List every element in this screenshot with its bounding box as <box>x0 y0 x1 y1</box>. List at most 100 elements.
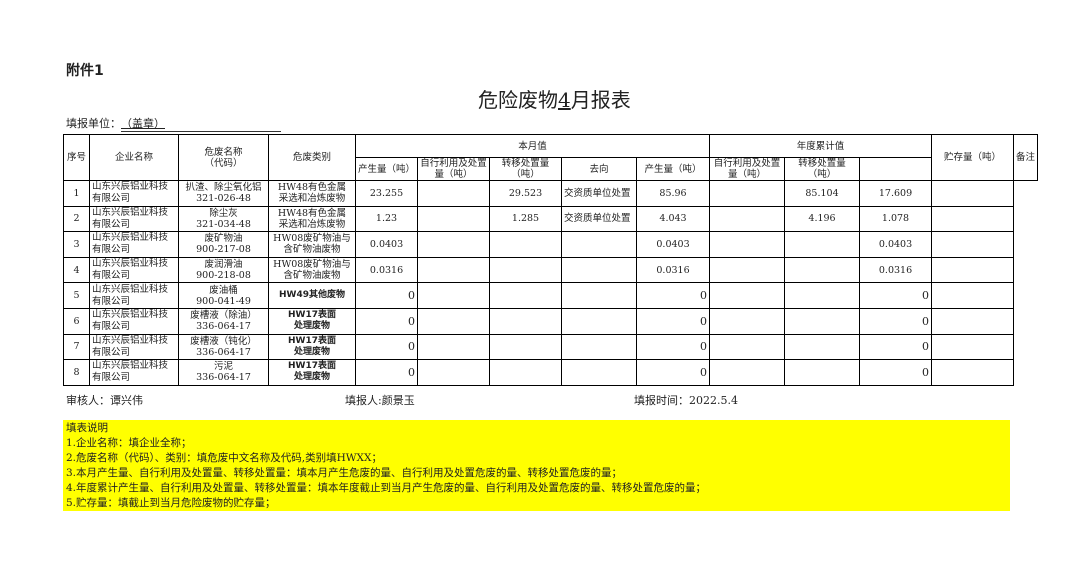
cell-month-transfer <box>489 333 563 361</box>
cell-destination: 交资质单位处置 <box>561 205 638 233</box>
waste-name: 废矿物油 <box>204 233 243 245</box>
category-line2: 含矿物油废物 <box>283 270 341 282</box>
table-row: 2 山东兴辰铝业科技有限公司 除尘灰 321-034-48 HW48有色金属 采选和冶炼废… <box>63 205 1038 233</box>
cell-remark <box>931 205 1015 233</box>
category-line1: HW48有色金属 <box>277 207 347 219</box>
table-row: 1 山东兴辰铝业科技有限公司 扒渣、除尘氧化铝 321-026-48 HW48有色金属采… <box>63 180 1038 207</box>
cell-destination <box>561 231 638 258</box>
cell-year-self-use <box>709 282 786 309</box>
table-row: 4 山东兴辰铝业科技有限公司 废润滑油 900-218-08 HW08废矿物油与 含矿物油… <box>63 256 1038 284</box>
cell-waste-name: 除尘灰 321-034-48 <box>178 205 269 233</box>
cell-month-transfer <box>489 282 563 309</box>
cell-company: 山东兴辰铝业科技有限公司 <box>89 282 179 309</box>
cell-seq: 6 <box>63 307 90 335</box>
cell-month-self-use <box>417 180 491 207</box>
cell-seq: 7 <box>63 333 90 361</box>
cell-category: HW17表面 处理废物 <box>268 307 356 335</box>
cell-company: 山东兴辰铝业科技有限公司 <box>89 180 179 207</box>
cell-year-transfer <box>784 307 861 335</box>
cell-destination <box>561 333 638 361</box>
cell-storage: 0 <box>859 333 933 361</box>
cell-storage: 1.078 <box>859 205 933 233</box>
cell-year-self-use <box>709 256 786 284</box>
cell-month-transfer <box>489 307 563 335</box>
waste-code: 336-064-17 <box>196 321 251 333</box>
category-line1: HW17表面 <box>288 335 336 346</box>
cell-seq: 3 <box>63 231 90 258</box>
cell-year-self-use <box>709 180 786 207</box>
header-year-produced: 产生量（吨） <box>636 157 711 181</box>
cell-destination: 交资质单位处置 <box>561 180 638 207</box>
header-year: 年度累计值 <box>709 134 933 158</box>
cell-month-self-use <box>417 205 491 233</box>
cell-year-transfer <box>784 231 861 258</box>
header-company: 企业名称 <box>89 134 179 181</box>
waste-code: 321-026-48 <box>196 193 251 205</box>
report-date: 填报时间：2022.5.4 <box>634 394 738 407</box>
cell-month-produced: 0 <box>354 282 419 309</box>
table-row: 8 山东兴辰铝业科技有限公司 污泥 336-064-17 HW17表面 处理废物 0 0 0 <box>63 359 1038 386</box>
table-row: 5 山东兴辰铝业科技有限公司 废油桶 900-041-49 HW49其他废物 0 0 0 <box>63 282 1038 309</box>
waste-code: 336-064-17 <box>196 372 251 384</box>
cell-category: HW48有色金属 采选和冶炼废物 <box>268 180 356 207</box>
waste-code: 900-218-08 <box>196 270 251 282</box>
cell-company: 山东兴辰铝业科技有限公司 <box>89 205 179 233</box>
cell-category: HW08废矿物油与 含矿物油废物 <box>268 231 356 258</box>
cell-month-transfer <box>489 359 563 386</box>
cell-year-produced: 4.043 <box>636 205 711 233</box>
waste-name: 废润滑油 <box>204 259 243 271</box>
cell-year-produced: 85.96 <box>636 180 711 207</box>
cell-month-transfer: 1.285 <box>489 205 563 233</box>
cell-year-self-use <box>709 359 786 386</box>
cell-storage: 0.0403 <box>859 231 933 258</box>
cell-year-transfer <box>784 282 861 309</box>
cell-year-produced: 0 <box>636 333 711 361</box>
reporter: 填报人:颜景玉 <box>345 394 415 407</box>
cell-remark <box>931 307 1015 335</box>
cell-year-produced: 0.0316 <box>636 256 711 284</box>
cell-month-transfer <box>489 231 563 258</box>
cell-company: 山东兴辰铝业科技有限公司 <box>89 359 179 386</box>
title-month: 4 <box>558 88 571 112</box>
cell-category: HW49其他废物 <box>268 282 356 309</box>
cell-remark <box>931 359 1015 386</box>
cell-seq: 2 <box>63 205 90 233</box>
waste-name: 扒渣、除尘氧化铝 <box>185 182 262 194</box>
waste-name: 废槽液（钝化） <box>190 335 257 347</box>
header-month-transfer: 转移处置量（吨） <box>489 157 563 181</box>
title-pre: 危险废物 <box>478 88 558 112</box>
category-line2: 处理废物 <box>293 321 330 332</box>
note-item: 5.贮存量：填截止到当月危险废物的贮存量； <box>66 497 276 509</box>
cell-company: 山东兴辰铝业科技有限公司 <box>89 333 179 361</box>
category-line2: 含矿物油废物 <box>283 244 341 256</box>
cell-remark <box>931 333 1015 361</box>
cell-month-self-use <box>417 282 491 309</box>
cell-year-produced: 0 <box>636 282 711 309</box>
cell-waste-name: 废油桶 900-041-49 <box>178 282 269 309</box>
header-month-self-use: 自行利用及处置量（吨） <box>417 157 491 181</box>
header-destination: 去向 <box>561 157 638 181</box>
cell-month-produced: 0.0316 <box>354 256 419 284</box>
cell-remark <box>931 231 1015 258</box>
note-item: 4.年度累计产生量、自行利用及处置量、转移处置量：填本年度截止到当月产生危废的量… <box>66 482 707 494</box>
instructions-box: 填表说明 1.企业名称：填企业全称； 2.危废名称（代码）、类别：填危废中文名称… <box>63 420 1010 511</box>
cell-month-produced: 23.255 <box>354 180 419 207</box>
cell-year-produced: 0.0403 <box>636 231 711 258</box>
category-line1: HW08废矿物油与 <box>273 233 351 245</box>
cell-month-self-use <box>417 333 491 361</box>
cell-storage: 0 <box>859 282 933 309</box>
header-year-self-use: 自行利用及处置量（吨） <box>709 157 786 181</box>
category-line1: HW48有色金属 <box>277 182 347 194</box>
cell-seq: 5 <box>63 282 90 309</box>
cell-storage: 17.609 <box>859 180 933 207</box>
waste-code: 336-064-17 <box>196 346 251 358</box>
cell-waste-name: 废槽液（钝化） 336-064-17 <box>178 333 269 361</box>
cell-year-transfer <box>784 256 861 284</box>
category-line2: 处理废物 <box>293 346 330 357</box>
reviewer: 审核人：谭兴伟 <box>66 394 143 407</box>
unit-value: （盖章） <box>121 115 281 132</box>
waste-name: 除尘灰 <box>209 207 238 219</box>
cell-destination <box>561 307 638 335</box>
cell-category: HW48有色金属 采选和冶炼废物 <box>268 205 356 233</box>
waste-name: 废槽液（除油） <box>190 310 257 322</box>
